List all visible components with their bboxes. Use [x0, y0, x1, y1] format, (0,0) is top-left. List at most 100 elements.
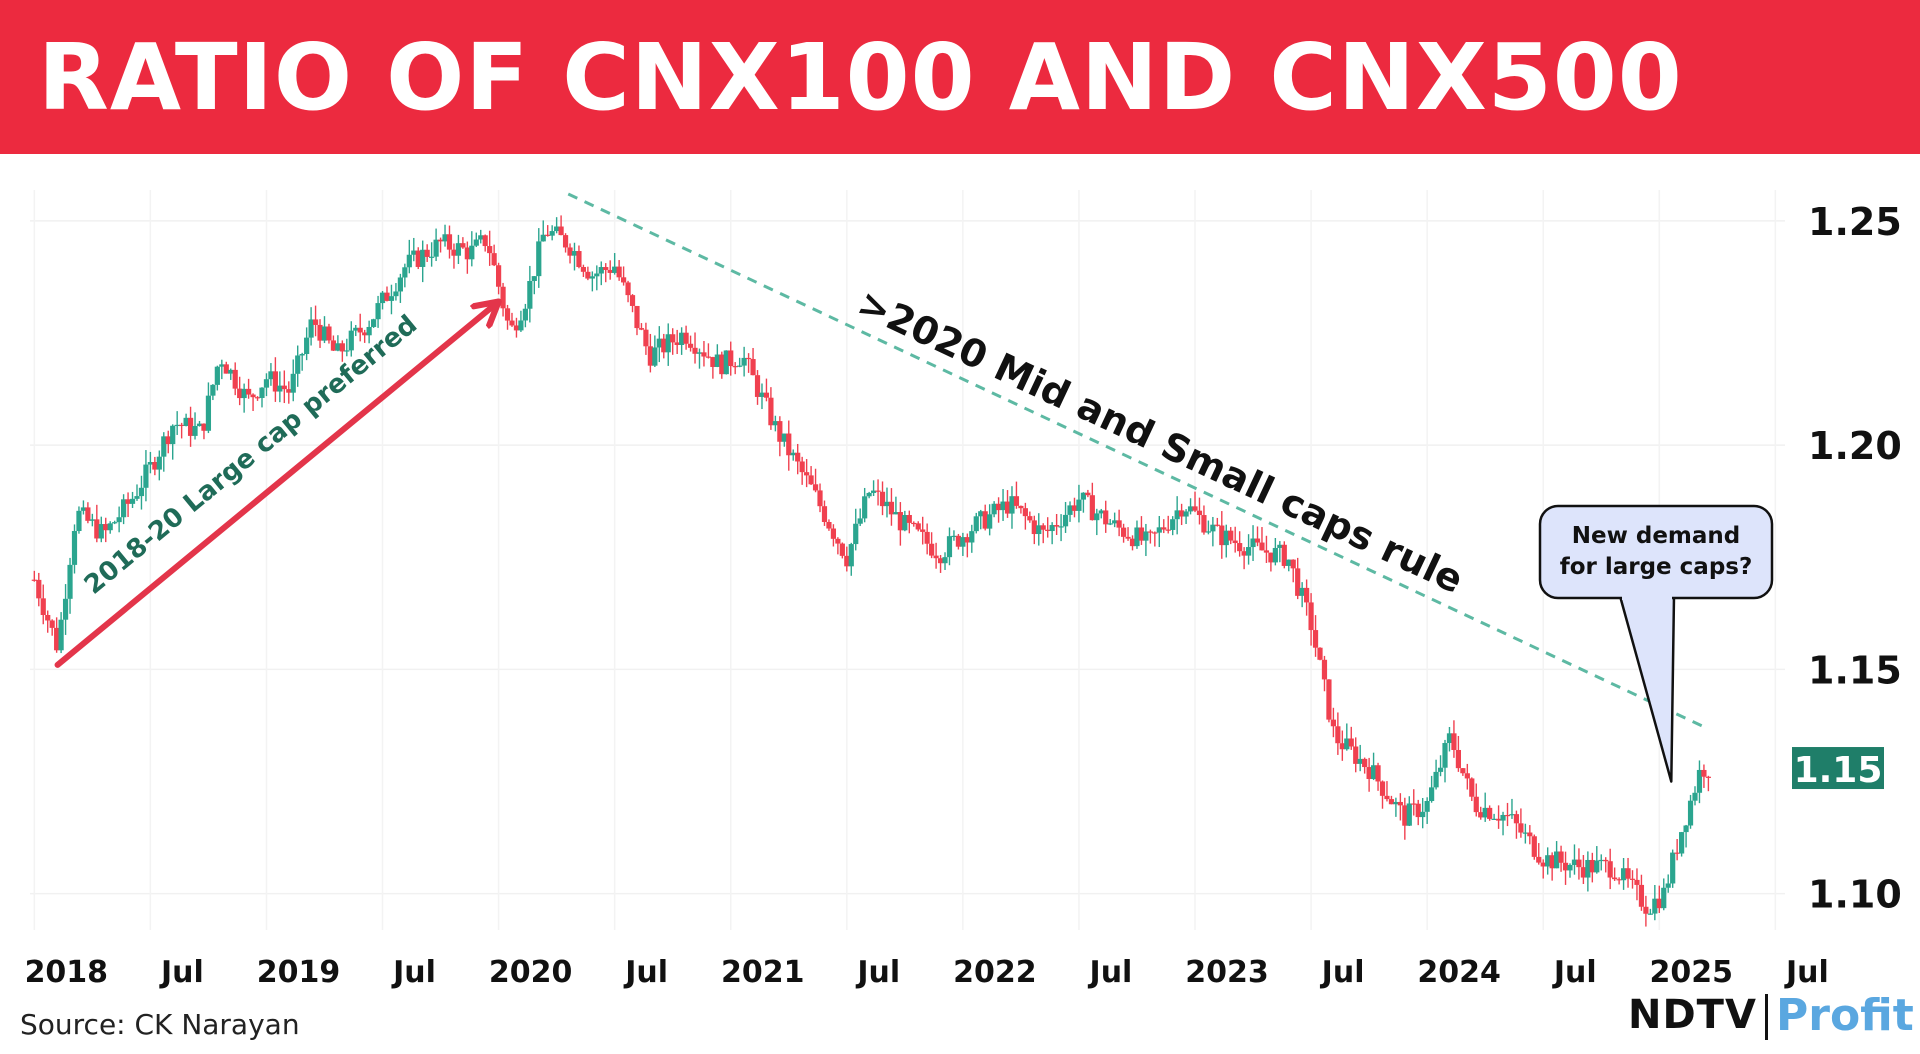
- candle-body: [246, 388, 252, 395]
- candle: [80, 500, 87, 515]
- candle-body: [1598, 859, 1604, 862]
- candle: [1290, 559, 1296, 583]
- candle-body: [1223, 530, 1229, 546]
- candle: [897, 502, 903, 546]
- candle-body: [58, 619, 64, 651]
- x-tick-label: Jul: [391, 955, 436, 990]
- candle: [987, 504, 993, 536]
- candle: [629, 294, 636, 313]
- candle: [607, 260, 613, 280]
- candle: [1187, 498, 1194, 515]
- candle-body: [634, 305, 640, 329]
- candle-body: [36, 579, 42, 599]
- candle: [915, 521, 921, 532]
- candle: [951, 530, 957, 541]
- candle: [210, 384, 216, 401]
- candle: [1094, 508, 1100, 536]
- candle: [138, 475, 145, 510]
- candle-body: [567, 247, 573, 256]
- candle-body: [687, 343, 694, 348]
- candle: [1022, 502, 1028, 530]
- candle-body: [1085, 492, 1091, 496]
- candle-body: [1054, 525, 1060, 527]
- candle: [960, 532, 966, 556]
- candle: [339, 340, 345, 362]
- candle: [451, 243, 457, 269]
- candle: [509, 312, 515, 327]
- candle: [433, 228, 439, 262]
- candle: [1205, 520, 1212, 535]
- candle: [652, 335, 658, 367]
- candle-body: [1540, 862, 1546, 867]
- downtrend-label: >2020 Mid and Small caps rule: [851, 281, 1470, 602]
- candle-body: [1397, 801, 1403, 806]
- candle-body: [1545, 855, 1551, 867]
- candle: [1286, 559, 1292, 572]
- candle: [844, 546, 850, 572]
- candle-body: [339, 343, 345, 352]
- candle-body: [1201, 515, 1207, 533]
- candle: [616, 260, 622, 281]
- candle: [321, 316, 328, 344]
- candle-body: [1375, 765, 1381, 782]
- candle: [375, 295, 381, 328]
- candle-body: [1290, 559, 1296, 569]
- candle: [1076, 484, 1082, 523]
- candle-body: [991, 503, 997, 515]
- candle-body: [411, 250, 417, 255]
- candle-body: [652, 347, 658, 366]
- candle: [1312, 615, 1319, 657]
- candle-body: [455, 243, 462, 256]
- candle: [76, 506, 82, 534]
- candle: [1460, 767, 1466, 776]
- candle-body: [1679, 832, 1685, 854]
- candle-body: [741, 357, 747, 366]
- candle: [594, 265, 600, 291]
- candle: [1437, 755, 1444, 777]
- candle: [527, 265, 533, 323]
- candle-body: [357, 327, 363, 333]
- candle: [464, 241, 470, 274]
- candle: [1165, 515, 1171, 534]
- candle: [1518, 808, 1524, 838]
- candle-body: [710, 357, 716, 367]
- candle: [1192, 491, 1198, 513]
- candle: [1125, 527, 1131, 541]
- candle: [259, 387, 265, 408]
- x-tick-label: Jul: [1320, 955, 1365, 990]
- candle-body: [1112, 520, 1118, 524]
- candle-body: [1429, 787, 1435, 802]
- candle-body: [1174, 510, 1180, 520]
- candle-body: [848, 544, 854, 567]
- candle-body: [1607, 861, 1613, 878]
- candle: [1638, 874, 1645, 911]
- candle-body: [1120, 527, 1127, 537]
- candle-body: [1513, 814, 1520, 824]
- candle: [1464, 763, 1470, 790]
- candle-body: [594, 273, 600, 277]
- candle: [1522, 823, 1528, 844]
- candle-body: [1098, 510, 1104, 514]
- candle: [1263, 535, 1270, 563]
- candle: [1089, 482, 1095, 521]
- candle-body: [1687, 800, 1694, 826]
- candle: [1370, 752, 1377, 781]
- candle-body: [692, 347, 698, 354]
- candle-body: [643, 329, 649, 347]
- candle-body: [1330, 719, 1337, 727]
- candle: [661, 333, 667, 359]
- uptrend-arrow: [54, 302, 499, 668]
- candle: [1237, 531, 1243, 557]
- candle-body: [951, 535, 957, 538]
- candle: [411, 237, 417, 262]
- candle-body: [839, 543, 845, 556]
- candle: [1567, 863, 1573, 878]
- candle: [1536, 843, 1542, 865]
- candle: [1152, 531, 1158, 547]
- candle: [223, 361, 229, 374]
- candle-body: [522, 308, 528, 321]
- candle-body: [1576, 859, 1582, 868]
- candle-body: [1013, 496, 1020, 506]
- candle: [129, 491, 136, 509]
- candle-body: [433, 239, 439, 257]
